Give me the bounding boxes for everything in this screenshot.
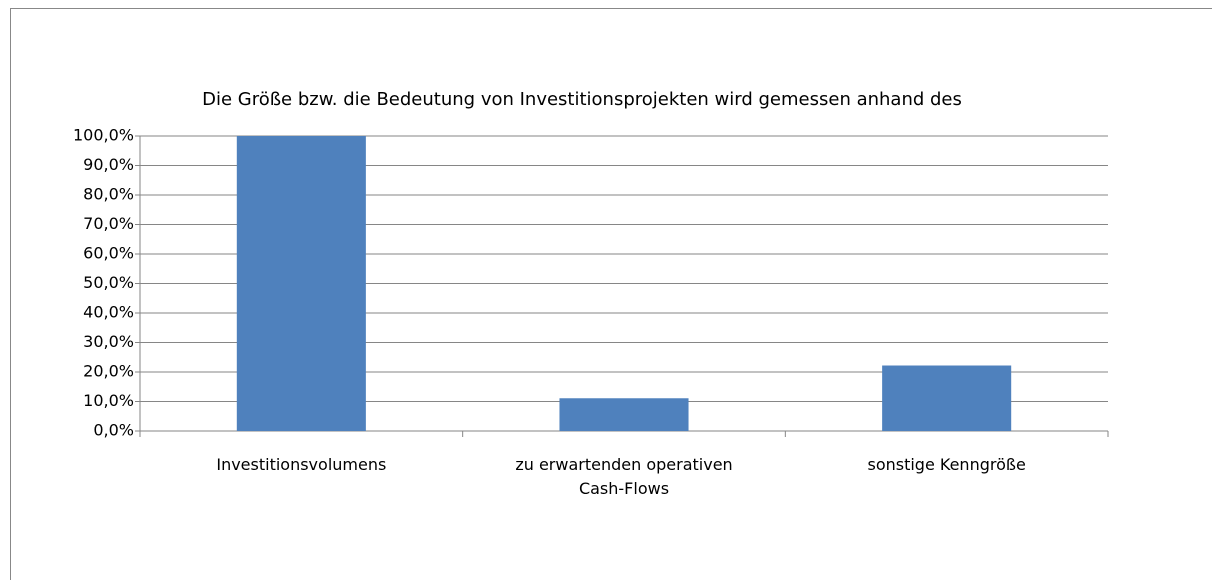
x-tick-label: sonstige Kenngröße <box>867 455 1026 474</box>
bar <box>559 398 689 431</box>
x-tick-label: zu erwartenden operativen Cash-Flows <box>515 455 733 498</box>
bar <box>236 136 366 431</box>
y-tick-label: 0,0% <box>93 421 134 440</box>
chart-title: Die Größe bzw. die Bedeutung von Investi… <box>202 89 962 110</box>
x-tick-label: Investitionsvolumens <box>216 455 387 474</box>
y-tick-label: 30,0% <box>83 332 134 351</box>
y-tick-label: 80,0% <box>83 185 134 204</box>
y-tick-label: 20,0% <box>83 362 134 381</box>
y-tick-label: 100,0% <box>73 126 134 145</box>
y-tick-label: 40,0% <box>83 303 134 322</box>
y-tick-label: 70,0% <box>83 214 134 233</box>
y-tick-label: 50,0% <box>83 273 134 292</box>
y-tick-label: 90,0% <box>83 155 134 174</box>
bar <box>882 365 1012 431</box>
chart-frame <box>10 8 1212 580</box>
y-tick-label: 60,0% <box>83 244 134 263</box>
y-tick-label: 10,0% <box>83 391 134 410</box>
